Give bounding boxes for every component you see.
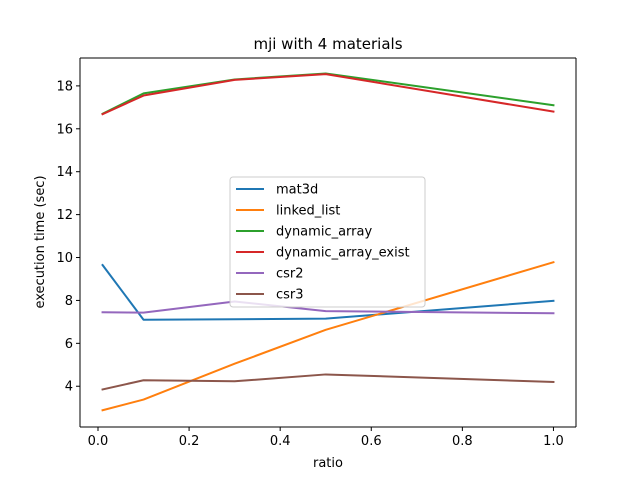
legend-label-linked-list: linked_list: [276, 204, 340, 219]
y-tick-label: 16: [56, 122, 73, 137]
y-tick-label: 14: [56, 165, 73, 180]
axes-group: [79, 57, 577, 428]
legend-label-csr3: csr3: [276, 288, 304, 303]
legend: mat3d linked_list dynamic_array dynamic_arr…: [229, 176, 426, 308]
legend-label-csr2: csr2: [276, 267, 304, 282]
legend-label-dynamic-array: dynamic_array: [276, 225, 372, 240]
x-axis-label: ratio: [313, 456, 343, 471]
chart-title: mji with 4 materials: [253, 35, 402, 53]
y-axis-label: execution time (sec): [33, 175, 48, 308]
x-tick-label: 0.8: [452, 434, 473, 449]
x-tick-label: 0.4: [270, 434, 291, 449]
series-line-dynamic-array-exist: [101, 73, 555, 116]
x-ticks: 0.0 0.2 0.4 0.6 0.8 1.0: [88, 427, 564, 449]
legend-box: [229, 176, 426, 308]
x-tick-label: 0.2: [179, 434, 200, 449]
legend-label-dynamic-array-exist: dynamic_array_exist: [276, 246, 410, 261]
y-tick-label: 10: [56, 251, 73, 266]
y-tick-label: 12: [56, 208, 73, 223]
y-tick-label: 8: [65, 294, 73, 309]
y-tick-label: 6: [65, 337, 73, 352]
legend-label-mat3d: mat3d: [276, 183, 318, 198]
y-tick-label: 18: [56, 79, 73, 94]
series-line-csr3: [101, 373, 555, 391]
x-tick-label: 0.0: [88, 434, 109, 449]
x-tick-label: 0.6: [361, 434, 382, 449]
y-ticks: 4 6 8 10 12 14 16 18: [56, 79, 80, 395]
y-tick-label: 4: [65, 380, 73, 395]
x-tick-label: 1.0: [543, 434, 564, 449]
